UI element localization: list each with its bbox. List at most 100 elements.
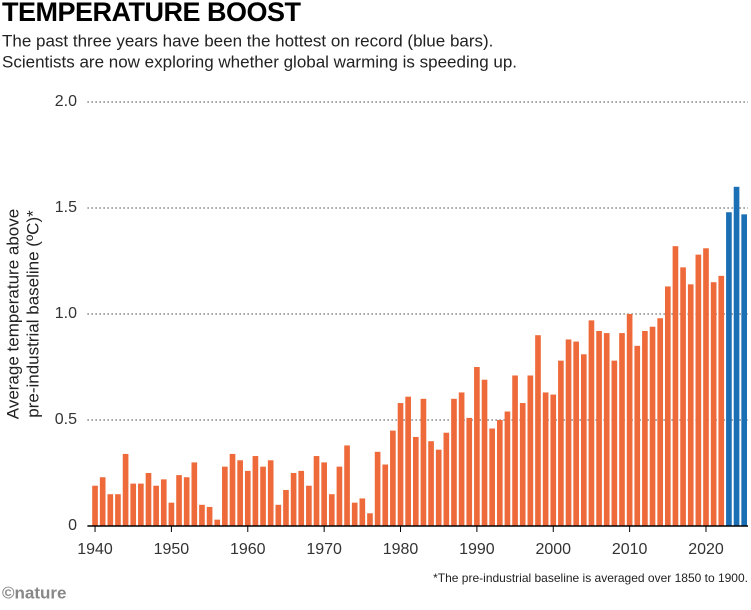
bar xyxy=(153,485,159,526)
chart-title: TEMPERATURE BOOST xyxy=(2,0,302,27)
bar xyxy=(176,475,182,526)
bar xyxy=(451,398,457,526)
bar xyxy=(558,360,564,526)
subtitle: Scientists are now exploring whether glo… xyxy=(2,52,517,71)
bar xyxy=(481,379,488,526)
bar xyxy=(92,485,98,526)
bar xyxy=(718,275,725,526)
bar xyxy=(168,502,175,526)
bar xyxy=(382,464,389,526)
bar xyxy=(741,214,748,527)
bar xyxy=(642,330,648,526)
bar xyxy=(145,473,152,526)
bar xyxy=(695,254,702,526)
bar xyxy=(290,473,297,526)
bar xyxy=(298,470,305,526)
bar xyxy=(321,462,327,526)
x-tick-label: 2010 xyxy=(612,541,648,558)
bar xyxy=(267,460,274,526)
bar xyxy=(596,330,602,526)
bar xyxy=(649,326,656,526)
bar xyxy=(367,513,373,526)
bar xyxy=(237,460,243,526)
x-tick-label: 1950 xyxy=(154,541,190,558)
bar xyxy=(160,479,167,526)
x-tick-label: 1960 xyxy=(230,541,266,558)
bar xyxy=(504,411,511,526)
bar xyxy=(244,470,251,526)
bar xyxy=(130,483,137,526)
bar xyxy=(283,489,289,526)
bar xyxy=(412,436,419,526)
source-logo: ©nature xyxy=(2,583,66,602)
bar xyxy=(428,441,434,526)
bar xyxy=(107,494,114,526)
bar xyxy=(580,354,587,526)
bar xyxy=(619,333,625,526)
y-tick-label: 1.0 xyxy=(55,305,77,322)
y-tick-label: 0 xyxy=(68,517,77,534)
bar xyxy=(390,430,396,526)
bar xyxy=(626,314,633,526)
y-tick-label: 2.0 xyxy=(55,93,77,110)
x-tick-label: 2020 xyxy=(688,541,724,558)
bar xyxy=(710,282,717,526)
bar xyxy=(252,456,259,526)
bar xyxy=(99,477,106,526)
bar xyxy=(435,449,442,526)
bar xyxy=(405,396,411,526)
bar xyxy=(351,502,358,526)
bar xyxy=(328,494,335,526)
y-tick-label: 1.5 xyxy=(55,199,77,216)
bar xyxy=(313,456,320,526)
bar xyxy=(565,339,572,526)
y-tick-label: 0.5 xyxy=(55,411,77,428)
bar xyxy=(359,498,366,526)
bar xyxy=(260,466,266,526)
x-tick-label: 1970 xyxy=(306,541,342,558)
bar xyxy=(726,212,732,527)
bar xyxy=(542,392,549,526)
bar xyxy=(466,417,473,526)
bar xyxy=(512,375,518,526)
bar xyxy=(703,248,709,526)
x-tick-label: 1940 xyxy=(77,541,113,558)
bar xyxy=(336,466,343,526)
bar xyxy=(420,398,427,526)
bar xyxy=(634,345,641,526)
bar xyxy=(474,367,480,526)
bar xyxy=(191,462,198,526)
bar xyxy=(199,504,205,526)
bar xyxy=(275,504,282,526)
bar xyxy=(664,286,671,526)
bar xyxy=(687,284,694,526)
bar xyxy=(222,466,228,526)
x-tick-label: 1980 xyxy=(383,541,419,558)
bar xyxy=(115,494,121,526)
bar xyxy=(657,318,664,526)
footnote: *The pre-industrial baseline is averaged… xyxy=(433,571,748,585)
bar xyxy=(183,477,190,526)
subtitle: The past three years have been the hotte… xyxy=(2,31,493,50)
y-axis-label: pre-industrial baseline (ºC)* xyxy=(23,210,42,418)
y-axis-label: Average temperature above xyxy=(3,209,22,419)
bar xyxy=(214,519,221,526)
bar xyxy=(588,320,595,526)
x-tick-label: 1990 xyxy=(459,541,495,558)
bar xyxy=(603,333,610,526)
bar xyxy=(344,445,350,526)
bar xyxy=(519,403,526,526)
bar xyxy=(122,453,129,526)
bar xyxy=(374,451,381,526)
bar xyxy=(573,341,579,526)
bar xyxy=(306,485,312,526)
bar xyxy=(496,420,503,526)
bar xyxy=(550,394,557,526)
bar xyxy=(458,392,465,526)
bar xyxy=(535,335,541,526)
bar xyxy=(527,375,534,526)
bar xyxy=(672,246,679,526)
bar xyxy=(397,403,404,526)
bar xyxy=(229,453,236,526)
